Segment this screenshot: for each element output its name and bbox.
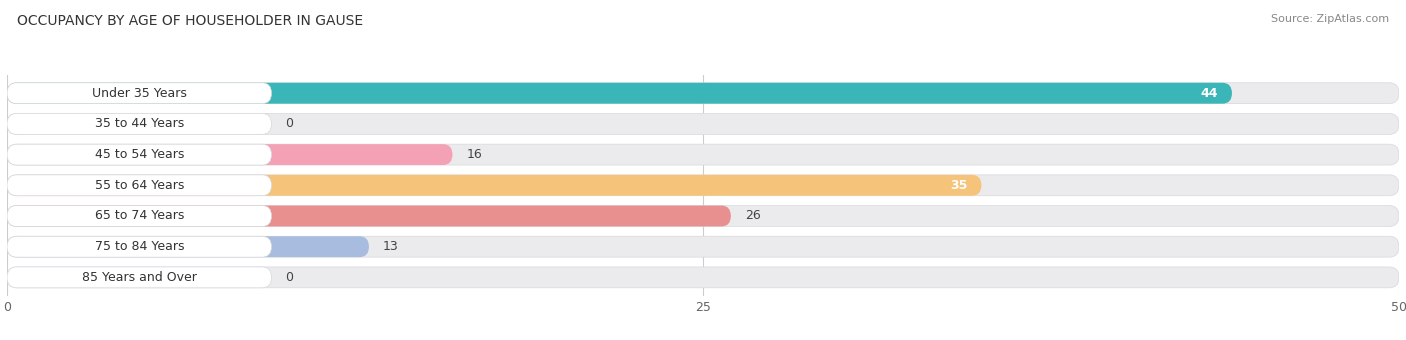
Text: Under 35 Years: Under 35 Years xyxy=(91,87,187,100)
FancyBboxPatch shape xyxy=(7,206,731,226)
Text: 13: 13 xyxy=(382,240,399,253)
FancyBboxPatch shape xyxy=(7,236,368,257)
FancyBboxPatch shape xyxy=(7,267,1399,288)
FancyBboxPatch shape xyxy=(7,175,1399,196)
Text: 0: 0 xyxy=(285,271,294,284)
FancyBboxPatch shape xyxy=(7,206,271,226)
Text: 44: 44 xyxy=(1201,87,1218,100)
FancyBboxPatch shape xyxy=(7,144,453,165)
FancyBboxPatch shape xyxy=(7,175,981,196)
FancyBboxPatch shape xyxy=(7,175,271,196)
FancyBboxPatch shape xyxy=(7,114,271,134)
FancyBboxPatch shape xyxy=(7,83,1399,104)
FancyBboxPatch shape xyxy=(7,114,1399,134)
Text: 0: 0 xyxy=(285,117,294,131)
Text: OCCUPANCY BY AGE OF HOUSEHOLDER IN GAUSE: OCCUPANCY BY AGE OF HOUSEHOLDER IN GAUSE xyxy=(17,14,363,28)
Text: 35: 35 xyxy=(950,179,967,192)
FancyBboxPatch shape xyxy=(7,267,271,288)
FancyBboxPatch shape xyxy=(7,144,271,165)
FancyBboxPatch shape xyxy=(7,144,1399,165)
Text: 65 to 74 Years: 65 to 74 Years xyxy=(94,209,184,222)
FancyBboxPatch shape xyxy=(7,83,271,104)
Text: 16: 16 xyxy=(467,148,482,161)
Text: Source: ZipAtlas.com: Source: ZipAtlas.com xyxy=(1271,14,1389,23)
FancyBboxPatch shape xyxy=(7,236,1399,257)
Text: 35 to 44 Years: 35 to 44 Years xyxy=(94,117,184,131)
FancyBboxPatch shape xyxy=(7,206,1399,226)
Text: 55 to 64 Years: 55 to 64 Years xyxy=(94,179,184,192)
Text: 75 to 84 Years: 75 to 84 Years xyxy=(94,240,184,253)
FancyBboxPatch shape xyxy=(7,83,1232,104)
FancyBboxPatch shape xyxy=(7,236,271,257)
Text: 26: 26 xyxy=(745,209,761,222)
Text: 85 Years and Over: 85 Years and Over xyxy=(82,271,197,284)
Text: 45 to 54 Years: 45 to 54 Years xyxy=(94,148,184,161)
